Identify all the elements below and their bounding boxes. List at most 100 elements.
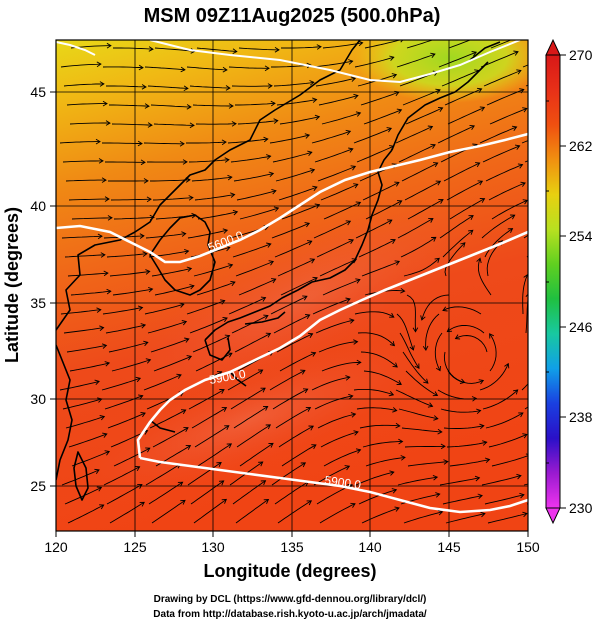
streamline-arrowhead	[567, 204, 572, 209]
streamline-arrowhead	[99, 415, 106, 421]
streamline-arrowhead	[353, 430, 359, 436]
streamline	[281, 444, 317, 467]
streamline-arrowhead	[140, 412, 146, 418]
streamline	[362, 441, 403, 448]
streamline	[403, 511, 443, 524]
streamline-arrowhead	[394, 181, 400, 187]
streamline	[444, 242, 466, 277]
x-tick-labels: 120 125 130 135 140 145 150	[44, 539, 540, 555]
streamline	[491, 455, 528, 467]
streamline-arrowhead	[516, 69, 522, 75]
streamline-arrowhead	[304, 222, 311, 228]
streamline-arrowhead	[311, 444, 317, 450]
streamline	[320, 183, 358, 201]
streamline	[61, 469, 100, 486]
streamline	[227, 369, 263, 391]
streamline	[106, 484, 143, 505]
streamline	[317, 165, 356, 182]
streamline-arrowhead	[228, 103, 234, 109]
streamline-arrowhead	[224, 157, 230, 163]
streamline	[486, 88, 524, 106]
streamline	[449, 459, 490, 467]
streamline-arrowhead	[221, 498, 228, 504]
streamline	[437, 125, 475, 144]
streamline-arrowhead	[107, 215, 113, 221]
streamline	[62, 160, 103, 163]
streamline-arrowhead	[392, 362, 398, 368]
streamline	[235, 260, 274, 277]
contour-label-2: 5900.0	[208, 367, 247, 387]
streamline	[195, 123, 237, 125]
streamline-arrowhead	[513, 50, 519, 56]
streamline	[112, 288, 153, 296]
streamline-arrowhead	[345, 129, 352, 136]
streamline-arrowhead	[181, 231, 187, 237]
streamline-arrowhead	[145, 269, 151, 275]
streamline	[271, 222, 310, 239]
height-contours	[56, 40, 528, 514]
streamline-arrowhead	[134, 466, 141, 472]
streamline	[105, 324, 146, 334]
streamline	[239, 207, 279, 220]
streamline	[323, 201, 361, 220]
streamline	[477, 258, 492, 296]
streamline-arrowhead	[148, 46, 154, 52]
streamline	[102, 66, 144, 69]
streamline	[402, 351, 429, 384]
streamline	[153, 123, 195, 126]
streamline	[489, 333, 497, 372]
streamline-arrowhead	[143, 340, 149, 347]
streamline	[406, 40, 434, 49]
streamline-arrowhead	[395, 422, 401, 429]
streamline-arrowhead	[137, 483, 143, 489]
streamline-arrowhead	[180, 66, 186, 73]
streamline-arrowhead	[522, 433, 528, 439]
streamline-arrowhead	[307, 150, 313, 157]
streamline-arrowhead	[435, 88, 441, 94]
streamline	[488, 182, 526, 201]
streamline-arrowhead	[345, 297, 351, 303]
streamline-arrowhead	[309, 258, 316, 264]
streamline-arrowhead	[389, 312, 395, 318]
streamline	[406, 294, 416, 332]
colorbar-tick: 270	[569, 47, 593, 63]
streamline	[273, 81, 314, 87]
streamline	[280, 277, 318, 296]
streamline-arrowhead	[355, 448, 362, 454]
streamline-arrowhead	[414, 363, 420, 369]
streamline	[279, 352, 316, 372]
streamline-arrowhead	[358, 40, 364, 47]
streamline	[228, 66, 269, 69]
streamline-arrowhead	[273, 206, 280, 212]
streamline-arrowhead	[189, 122, 195, 129]
streamline-arrowhead	[99, 325, 105, 331]
streamline-arrowhead	[310, 351, 317, 357]
streamline	[311, 376, 350, 391]
streamline-arrowhead	[437, 509, 444, 516]
streamline-arrowhead	[350, 76, 357, 82]
streamline-arrowhead	[522, 107, 528, 113]
colorbar: 270 262 254 246 238 230	[545, 38, 593, 525]
streamline	[401, 162, 438, 182]
streamline	[315, 319, 354, 334]
streamline	[484, 494, 525, 505]
y-tick: 35	[30, 295, 46, 311]
streamline-arrowhead	[387, 219, 393, 225]
streamline	[109, 270, 150, 277]
contour-5600	[56, 132, 528, 264]
streamline	[197, 443, 232, 467]
streamline-arrowhead	[186, 355, 193, 361]
streamline	[234, 333, 271, 353]
streamline	[69, 362, 110, 372]
streamline-arrowhead	[412, 327, 419, 333]
y-tick: 40	[30, 198, 46, 214]
y-axis-label: Latitude (degrees)	[2, 207, 22, 363]
streamline	[231, 85, 273, 87]
streamline-arrowhead	[504, 362, 510, 369]
streamline	[319, 258, 357, 277]
streamline	[106, 253, 147, 258]
streamline-arrowhead	[103, 270, 109, 277]
streamline-arrowhead	[479, 198, 486, 203]
streamline-arrowhead	[355, 201, 362, 207]
streamline	[444, 88, 482, 106]
